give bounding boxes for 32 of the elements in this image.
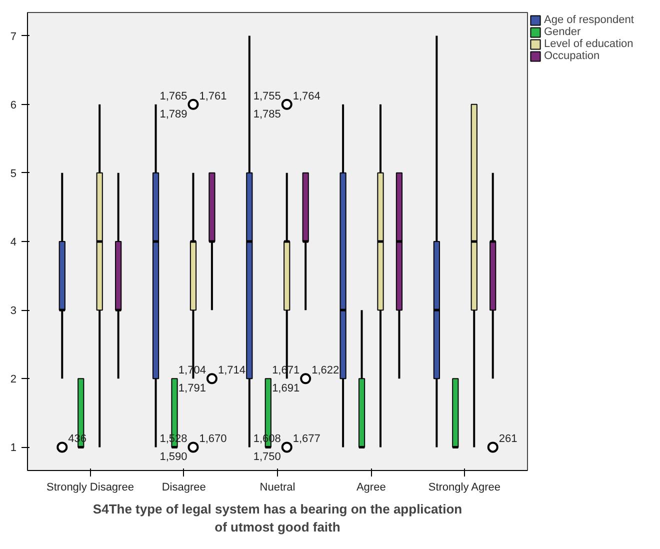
y-tick-label: 2	[10, 374, 17, 386]
x-tick-label: Agree	[356, 482, 386, 494]
x-tick-label: Disagree	[162, 482, 206, 494]
annotation: 1,714	[218, 364, 246, 377]
annotation: 1,761	[199, 90, 227, 102]
legend-label: Level of education	[544, 38, 634, 50]
annotation: 1,785	[253, 108, 281, 120]
x-axis-title: S4The type of legal system has a bearing on the application of utmost good faith	[92, 502, 462, 534]
legend-label: Occupation	[544, 50, 600, 62]
y-tick-label: 5	[10, 168, 17, 180]
y-tick-label: 4	[10, 236, 17, 248]
y-tick-label: 3	[10, 305, 17, 318]
annotation: 1,791	[178, 382, 206, 395]
annotation: 1,789	[160, 108, 188, 120]
y-tick-label: 7	[10, 30, 17, 43]
annotation: 261	[498, 433, 518, 446]
annotation: 1,622	[312, 364, 340, 377]
legend-label: Age of respondent	[544, 14, 634, 26]
y-tick-label: 1	[10, 442, 17, 454]
annotation: 1,750	[253, 451, 281, 464]
annotation: 1,755	[253, 90, 281, 102]
annotation: 1,590	[160, 451, 188, 464]
legend-label: Gender	[544, 26, 581, 38]
annotation: 1,670	[199, 433, 227, 446]
y-tick-label: 6	[10, 99, 17, 112]
annotation: 1,764	[292, 90, 320, 102]
annotation: 1,691	[272, 382, 300, 395]
x-tick-label: Strongly Agree	[428, 482, 501, 494]
annotation: 1,765	[160, 90, 188, 102]
x-tick-label: Nuetral	[260, 482, 296, 494]
annotation: 1,677	[292, 433, 320, 446]
x-tick-label: Strongly Disagree	[46, 482, 134, 494]
